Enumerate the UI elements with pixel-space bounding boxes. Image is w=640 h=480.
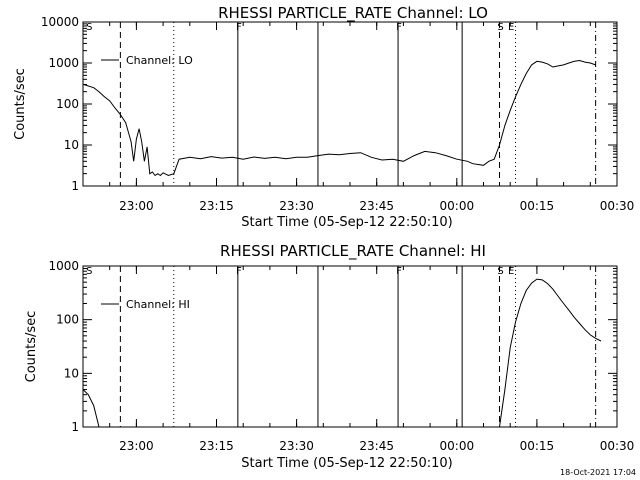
y-tick-label: 100 <box>56 97 79 111</box>
x-tick-label: 23:00 <box>119 199 154 213</box>
plot-frame <box>82 21 618 187</box>
x-axis-label: Start Time (05-Sep-12 22:50:10) <box>241 456 452 471</box>
series-line-0 <box>83 59 596 177</box>
y-tick-label: 10 <box>64 138 79 152</box>
legend-label: Channel: LO <box>126 54 193 67</box>
y-tick-label: 1 <box>71 179 79 193</box>
series-line-0 <box>83 389 100 427</box>
x-tick-label: 23:00 <box>119 439 154 453</box>
series-group <box>83 278 602 427</box>
chart-title: RHESSI PARTICLE_RATE Channel: LO <box>218 4 488 23</box>
flag-label: S <box>86 22 92 33</box>
y-axis-label: Counts/sec <box>24 311 39 383</box>
flag-label: F <box>396 22 402 33</box>
legend-label: Channel: HI <box>126 298 190 311</box>
series-group <box>83 59 596 177</box>
flag-label: E <box>508 22 514 33</box>
x-tick-label: 23:45 <box>359 199 394 213</box>
x-tick-label: 23:15 <box>199 439 234 453</box>
x-tick-label: 00:30 <box>600 439 635 453</box>
x-tick-label: 23:45 <box>359 439 394 453</box>
flag-label: S <box>86 266 92 277</box>
flag-label: S <box>497 22 503 33</box>
plot-frame <box>82 265 618 428</box>
x-tick-label: 23:30 <box>279 439 314 453</box>
chart-title: RHESSI PARTICLE_RATE Channel: HI <box>220 242 486 261</box>
x-tick-label: 00:00 <box>440 439 475 453</box>
x-tick-label: 23:30 <box>279 199 314 213</box>
flag-label: F <box>396 266 402 277</box>
series-line-1 <box>499 278 602 427</box>
flag-label: F <box>236 22 242 33</box>
flag-label: S <box>497 266 503 277</box>
y-tick-label: 10000 <box>41 15 79 29</box>
x-tick-label: 00:30 <box>600 199 635 213</box>
footer-timestamp: 18-Oct-2021 17:04 <box>560 468 636 477</box>
y-axis-label: Counts/sec <box>13 68 28 140</box>
y-tick-label: 100 <box>56 313 79 327</box>
y-tick-label: 1 <box>71 420 79 434</box>
x-tick-label: 00:00 <box>440 199 475 213</box>
y-tick-label: 10 <box>64 366 79 380</box>
chart-panel-0: RHESSI PARTICLE_RATE Channel: LO 1 10 100 10… <box>13 4 634 230</box>
x-tick-label: 00:15 <box>520 439 555 453</box>
x-axis-label: Start Time (05-Sep-12 22:50:10) <box>241 215 452 230</box>
chart-panel-1: RHESSI PARTICLE_RATE Channel: HI 1 10 100 10… <box>24 242 634 471</box>
y-tick-label: 1000 <box>48 259 79 273</box>
flag-label: F <box>236 266 242 277</box>
x-tick-label: 23:15 <box>199 199 234 213</box>
y-tick-label: 1000 <box>48 56 79 70</box>
flag-label: E <box>508 266 514 277</box>
x-tick-label: 00:15 <box>520 199 555 213</box>
